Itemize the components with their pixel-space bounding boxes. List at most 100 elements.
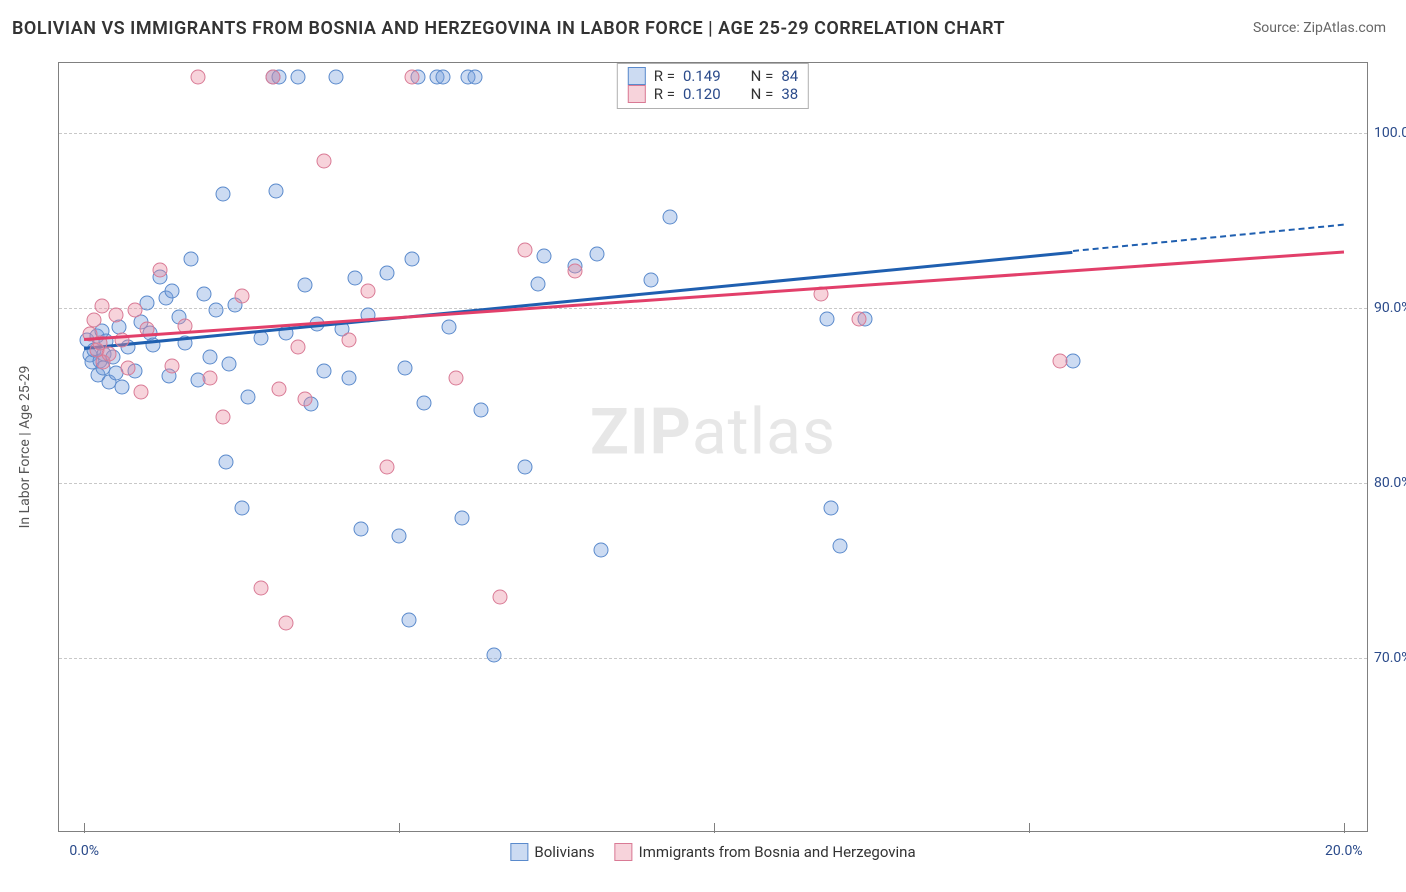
scatter-point <box>823 500 838 515</box>
scatter-point <box>492 589 507 604</box>
watermark-bold: ZIP <box>590 394 692 469</box>
x-tick-label: 20.0% <box>1325 843 1363 859</box>
scatter-point <box>133 385 148 400</box>
scatter-point <box>832 539 847 554</box>
scatter-point <box>291 70 306 85</box>
legend-row: R = 0.120 N = 38 <box>628 85 798 103</box>
scatter-point <box>86 313 101 328</box>
legend-swatch <box>615 843 633 861</box>
legend-swatch <box>510 843 528 861</box>
scatter-point <box>196 287 211 302</box>
legend-row: R =0.149N =84 <box>628 67 798 85</box>
scatter-point <box>222 357 237 372</box>
y-tick-label: 80.0% <box>1374 475 1406 491</box>
scatter-point <box>215 409 230 424</box>
y-tick-label: 100.0% <box>1374 125 1406 141</box>
scatter-point <box>379 460 394 475</box>
scatter-point <box>108 308 123 323</box>
source-attribution: Source: ZipAtlas.com <box>1253 20 1386 36</box>
scatter-point <box>329 70 344 85</box>
scatter-point <box>518 460 533 475</box>
scatter-point <box>820 311 835 326</box>
x-tick <box>1344 823 1345 833</box>
trend-line <box>84 250 1344 340</box>
legend-n-value: 38 <box>781 85 798 103</box>
gridline-h <box>59 133 1367 134</box>
scatter-point <box>593 542 608 557</box>
scatter-point <box>341 371 356 386</box>
scatter-point <box>448 371 463 386</box>
scatter-point <box>234 500 249 515</box>
scatter-point <box>184 252 199 267</box>
scatter-point <box>165 358 180 373</box>
scatter-point <box>316 154 331 169</box>
scatter-point <box>127 302 142 317</box>
legend-swatch <box>628 67 646 85</box>
source-link[interactable]: ZipAtlas.com <box>1303 20 1386 36</box>
scatter-point <box>467 70 482 85</box>
correlation-legend: R = 0.149 N = 84R = 0.120 N = 38 <box>617 63 809 109</box>
scatter-point <box>568 264 583 279</box>
scatter-point <box>536 248 551 263</box>
scatter-point <box>442 320 457 335</box>
scatter-point <box>398 360 413 375</box>
gridline-h <box>59 308 1367 309</box>
scatter-point <box>662 210 677 225</box>
scatter-point <box>272 381 287 396</box>
scatter-point <box>455 511 470 526</box>
scatter-point <box>518 243 533 258</box>
scatter-point <box>94 299 109 314</box>
scatter-point <box>203 371 218 386</box>
scatter-point <box>360 283 375 298</box>
scatter-point <box>102 346 117 361</box>
gridline-h <box>59 658 1367 659</box>
series-legend: Bolivians Immigrants from Bosnia and Herz… <box>510 843 915 861</box>
scatter-point <box>203 350 218 365</box>
scatter-point <box>436 70 451 85</box>
trend-line <box>1073 224 1344 252</box>
y-tick-label: 90.0% <box>1374 300 1406 316</box>
scatter-point <box>417 395 432 410</box>
scatter-point <box>644 273 659 288</box>
scatter-point <box>379 266 394 281</box>
series-legend-label: Bolivians <box>534 843 594 861</box>
legend-n-label: N = <box>751 67 774 85</box>
scatter-point <box>209 302 224 317</box>
scatter-point <box>234 288 249 303</box>
legend-r-value: 0.120 <box>683 85 721 103</box>
scatter-point <box>486 647 501 662</box>
legend-n-value: 84 <box>781 67 798 85</box>
scatter-point <box>297 392 312 407</box>
scatter-point <box>269 183 284 198</box>
scatter-point <box>348 271 363 286</box>
scatter-point <box>851 311 866 326</box>
scatter-point <box>530 276 545 291</box>
series-legend-item: Immigrants from Bosnia and Herzegovina <box>615 843 916 861</box>
chart-title: BOLIVIAN VS IMMIGRANTS FROM BOSNIA AND H… <box>12 18 1005 39</box>
legend-swatch <box>628 85 646 103</box>
scatter-point <box>473 402 488 417</box>
x-tick-label: 0.0% <box>69 843 99 859</box>
scatter-point <box>218 455 233 470</box>
scatter-point <box>354 521 369 536</box>
x-tick <box>714 823 715 833</box>
scatter-point <box>121 360 136 375</box>
legend-n-label: N = <box>751 85 774 103</box>
legend-r-label: R = <box>654 85 675 103</box>
chart-container: BOLIVIAN VS IMMIGRANTS FROM BOSNIA AND H… <box>0 0 1406 892</box>
x-tick <box>399 823 400 833</box>
scatter-point <box>392 528 407 543</box>
scatter-point <box>297 278 312 293</box>
scatter-point <box>114 379 129 394</box>
scatter-point <box>190 70 205 85</box>
scatter-point <box>404 70 419 85</box>
scatter-point <box>316 364 331 379</box>
scatter-point <box>278 616 293 631</box>
scatter-point <box>401 612 416 627</box>
x-tick <box>84 823 85 833</box>
legend-r-value: 0.149 <box>683 67 721 85</box>
scatter-point <box>152 262 167 277</box>
scatter-point <box>590 246 605 261</box>
plot-area: In Labor Force | Age 25-29 ZIPatlas R =0… <box>58 62 1368 832</box>
watermark-light: atlas <box>692 394 836 469</box>
